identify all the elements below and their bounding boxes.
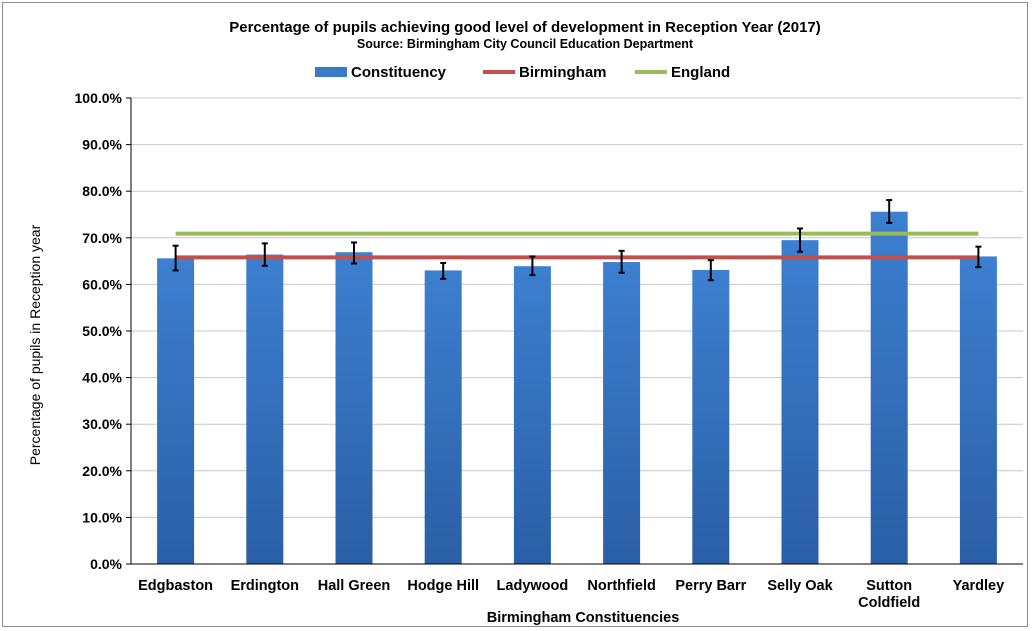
error-bar xyxy=(707,259,714,282)
bar-edgbaston xyxy=(157,258,195,564)
bar-hodge-hill xyxy=(424,270,462,564)
error-bar xyxy=(261,242,268,267)
error-bar xyxy=(618,249,625,274)
y-tick-label: 20.0% xyxy=(82,463,122,479)
error-bar xyxy=(886,199,893,224)
error-bar xyxy=(351,241,357,265)
error-bar xyxy=(172,244,179,272)
error-bars xyxy=(172,199,982,282)
y-tick-label: 100.0% xyxy=(75,90,123,106)
bar-yardley xyxy=(959,256,997,564)
bar-northfield xyxy=(603,262,641,564)
x-tick-label: Selly Oak xyxy=(767,578,833,594)
error-bar xyxy=(797,227,803,253)
y-tick-label: 10.0% xyxy=(82,509,122,525)
y-tick-label: 40.0% xyxy=(82,370,122,386)
bar-selly-oak xyxy=(781,240,819,564)
legend-item-constituency: Constituency xyxy=(315,64,447,81)
error-bar xyxy=(440,261,447,280)
bar-hall-green xyxy=(335,252,373,564)
legend-item-england: England xyxy=(635,64,730,81)
x-axis-ticks: Edgbaston Erdington Hall Green Hodge Hill La… xyxy=(138,578,1004,611)
bar-erdington xyxy=(246,254,284,565)
y-tick-label: 80.0% xyxy=(82,183,122,199)
chart-title: Percentage of pupils achieving good leve… xyxy=(229,19,821,36)
y-tick-label: 0.0% xyxy=(90,556,122,572)
bar-ladywood xyxy=(513,266,551,564)
legend-item-birmingham: Birmingham xyxy=(483,64,607,81)
bar-sutton-coldfield xyxy=(870,211,908,565)
x-tick-label: Sutton xyxy=(866,578,912,594)
y-tick-label: 70.0% xyxy=(82,230,122,246)
error-bar xyxy=(975,245,982,269)
x-axis-label: Birmingham Constituencies xyxy=(487,610,680,626)
bars xyxy=(157,211,997,565)
chart-subtitle: Source: Birmingham City Council Educatio… xyxy=(357,37,694,51)
legend-label: Constituency xyxy=(351,64,447,81)
y-tick-label: 90.0% xyxy=(82,137,122,153)
x-tick-label: Hall Green xyxy=(318,578,391,594)
bar-chart: Percentage of pupils achieving good leve… xyxy=(27,19,1023,626)
x-tick-label: Perry Barr xyxy=(675,578,746,594)
reference-lines xyxy=(175,231,979,260)
legend-label: Birmingham xyxy=(519,64,607,81)
x-tick-label: Northfield xyxy=(587,578,655,594)
y-tick-label: 60.0% xyxy=(82,276,122,292)
y-tick-label: 50.0% xyxy=(82,323,122,339)
legend-swatch xyxy=(315,67,347,77)
x-tick-label: Ladywood xyxy=(497,578,569,594)
x-tick-label: Yardley xyxy=(953,578,1005,594)
legend-label: England xyxy=(671,64,730,81)
x-tick-label: Edgbaston xyxy=(138,578,213,594)
bar-perry-barr xyxy=(692,269,730,564)
y-axis-label: Percentage of pupils in Reception year xyxy=(27,224,43,465)
legend: Constituency Birmingham England xyxy=(315,64,730,81)
x-tick-label: Erdington xyxy=(231,578,299,594)
x-tick-label: Coldfield xyxy=(858,595,920,611)
error-bar xyxy=(529,255,536,277)
x-tick-label: Hodge Hill xyxy=(407,578,479,594)
y-tick-label: 30.0% xyxy=(82,416,122,432)
y-axis-ticks: 0.0% 10.0% 20.0% 30.0% 40.0% 50.0% 60.0% 70.0% 8… xyxy=(75,90,131,572)
